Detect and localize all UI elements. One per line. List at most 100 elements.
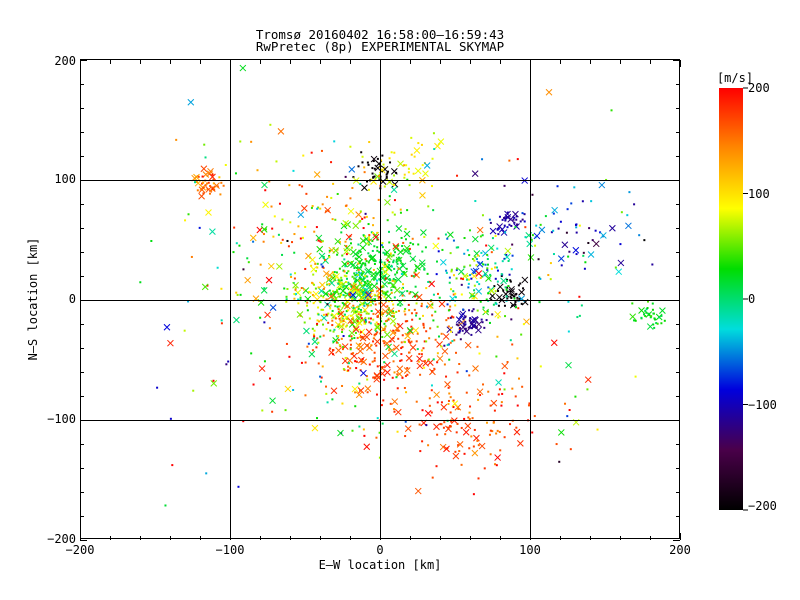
- scatter-point-dot: [509, 295, 512, 298]
- scatter-point-dot: [321, 203, 324, 206]
- scatter-point-dot: [329, 347, 332, 350]
- scatter-point-dot: [316, 319, 319, 322]
- scatter-point-dot: [497, 289, 500, 292]
- scatter-point-dot: [325, 385, 328, 388]
- scatter-point-cross: [422, 170, 429, 178]
- scatter-point-dot: [335, 335, 338, 338]
- scatter-point-dot: [474, 256, 477, 259]
- scatter-point-dot: [412, 275, 415, 278]
- scatter-point-dot: [338, 279, 341, 282]
- scatter-point-dot: [509, 290, 512, 293]
- scatter-point-dot: [234, 172, 237, 175]
- scatter-point-dot: [476, 280, 479, 283]
- scatter-point-dot: [503, 184, 506, 187]
- scatter-point-dot: [367, 252, 370, 255]
- scatter-point-dot: [491, 313, 494, 316]
- scatter-point-dot: [239, 293, 242, 296]
- scatter-point-dot: [511, 294, 514, 297]
- scatter-point-dot: [383, 261, 386, 264]
- scatter-point-dot: [506, 286, 509, 289]
- scatter-point-dot: [516, 158, 519, 161]
- scatter-point-dot: [470, 435, 473, 438]
- scatter-point-dot: [531, 193, 534, 196]
- scatter-point-dot: [311, 281, 314, 284]
- scatter-point-dot: [372, 268, 375, 271]
- scatter-point-cross: [490, 399, 498, 407]
- scatter-point-dot: [454, 292, 457, 295]
- scatter-point-dot: [428, 404, 431, 407]
- scatter-point-dot: [286, 239, 289, 242]
- scatter-point-dot: [405, 391, 408, 394]
- scatter-point-dot: [354, 405, 357, 408]
- scatter-point-dot: [395, 310, 398, 313]
- scatter-point-dot: [376, 157, 379, 160]
- scatter-point-dot: [494, 262, 497, 265]
- scatter-point-cross: [389, 329, 397, 337]
- scatter-point-dot: [372, 217, 375, 220]
- scatter-point-dot: [264, 228, 267, 231]
- scatter-point-dot: [506, 361, 509, 364]
- scatter-point-dot: [460, 426, 463, 429]
- scatter-point-dot: [464, 327, 467, 330]
- scatter-point-dot: [388, 261, 391, 264]
- scatter-point-dot: [393, 408, 396, 411]
- scatter-point-dot: [614, 266, 617, 269]
- scatter-point-cross: [355, 264, 363, 272]
- scatter-point-dot: [365, 375, 368, 378]
- scatter-point-dot: [490, 298, 493, 301]
- scatter-point-dot: [356, 267, 359, 270]
- scatter-point-dot: [591, 239, 594, 242]
- scatter-point-dot: [220, 319, 223, 322]
- scatter-point-dot: [471, 310, 474, 313]
- scatter-point-dot: [386, 305, 389, 308]
- scatter-point-dot: [287, 245, 290, 248]
- scatter-point-dot: [392, 259, 395, 262]
- scatter-point-dot: [357, 268, 360, 271]
- scatter-point-dot: [414, 285, 417, 288]
- scatter-point-dot: [300, 361, 303, 364]
- scatter-point-cross: [456, 441, 464, 448]
- scatter-point-cross: [315, 234, 323, 242]
- scatter-point-dot: [566, 208, 569, 211]
- scatter-point-dot: [432, 293, 435, 296]
- scatter-point-dot: [354, 274, 357, 277]
- scatter-point-dot: [427, 280, 430, 283]
- scatter-point-dot: [460, 277, 463, 280]
- scatter-point-dot: [322, 287, 325, 290]
- scatter-point-dot: [369, 280, 372, 283]
- scatter-point-dot: [455, 323, 458, 326]
- scatter-point-dot: [289, 221, 292, 224]
- scatter-point-dot: [337, 312, 340, 315]
- scatter-point-dot: [340, 279, 343, 282]
- scatter-point-dot: [474, 324, 477, 327]
- x-tick-label: 100: [519, 543, 541, 557]
- scatter-point-cross: [239, 64, 247, 72]
- scatter-point-dot: [365, 260, 368, 263]
- scatter-point-dot: [410, 325, 413, 328]
- scatter-point-dot: [504, 217, 507, 220]
- scatter-point-cross: [363, 333, 371, 341]
- scatter-point-dot: [510, 224, 513, 227]
- y-axis-label: N–S location [km]: [26, 238, 40, 361]
- scatter-point-dot: [468, 319, 471, 322]
- scatter-point-dot: [368, 239, 371, 242]
- scatter-point-cross: [393, 286, 401, 294]
- scatter-point-dot: [652, 323, 655, 326]
- scatter-point-dot: [457, 407, 460, 410]
- scatter-point-dot: [357, 252, 360, 255]
- scatter-point-dot: [576, 316, 579, 319]
- scatter-point-cross: [500, 229, 508, 236]
- scatter-point-dot: [352, 352, 355, 355]
- scatter-point-dot: [322, 323, 325, 326]
- y-tick-label: 0: [69, 292, 76, 306]
- scatter-point-dot: [520, 333, 523, 336]
- scatter-point-dot: [293, 292, 296, 295]
- scatter-point-dot: [463, 237, 466, 240]
- scatter-point-cross: [384, 369, 391, 376]
- scatter-point-dot: [427, 444, 430, 447]
- scatter-point-dot: [227, 360, 230, 363]
- scatter-point-dot: [236, 293, 239, 296]
- scatter-point-dot: [440, 423, 443, 426]
- scatter-point-dot: [503, 216, 506, 219]
- scatter-point-dot: [383, 342, 386, 345]
